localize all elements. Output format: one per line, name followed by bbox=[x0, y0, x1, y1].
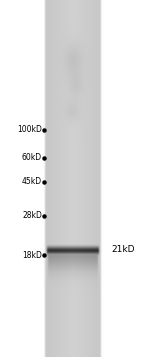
Text: 18kD: 18kD bbox=[22, 251, 42, 260]
Text: 100kD: 100kD bbox=[17, 126, 42, 135]
Text: 60kD: 60kD bbox=[22, 154, 42, 162]
Text: 45kD: 45kD bbox=[22, 177, 42, 186]
Text: 21kD: 21kD bbox=[111, 246, 135, 255]
Text: 28kD: 28kD bbox=[22, 211, 42, 221]
